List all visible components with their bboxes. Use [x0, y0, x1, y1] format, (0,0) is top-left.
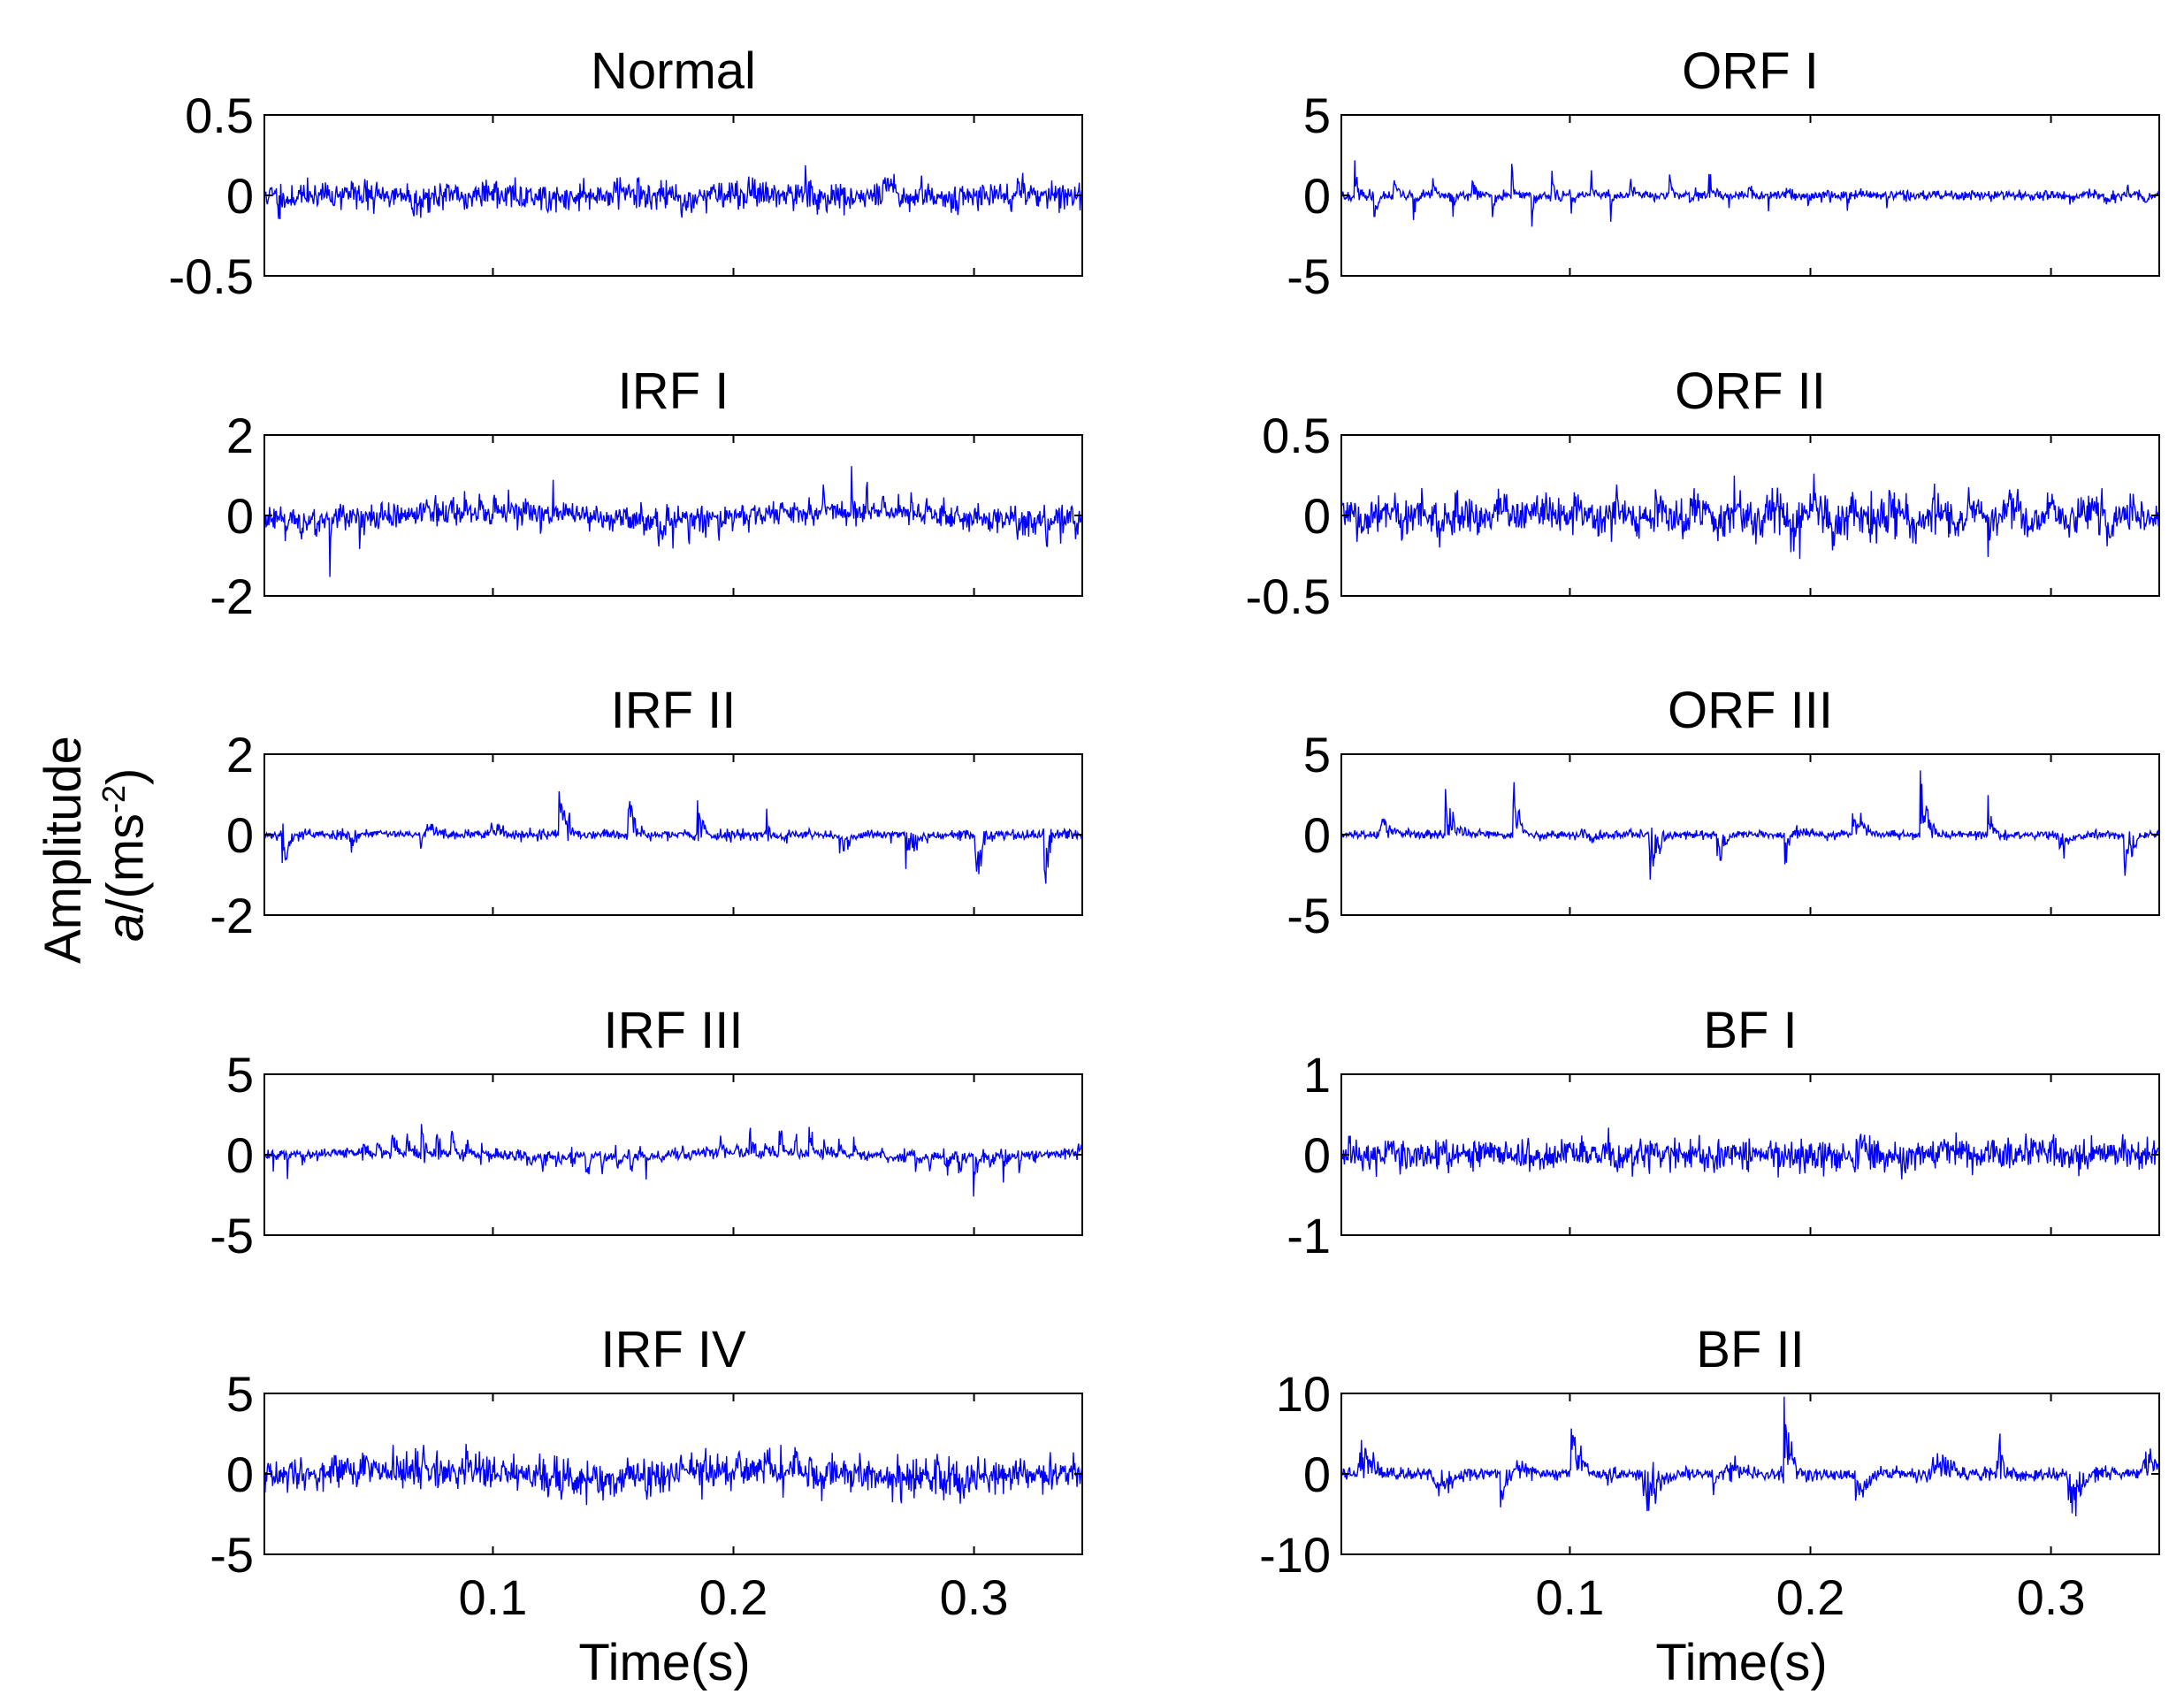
subplot-normal: Normal -0.5 0 0.5: [169, 42, 1083, 304]
y-tick-label: 2: [226, 408, 254, 463]
subplot-title: BF I: [1703, 1002, 1797, 1059]
series-line-irf-i: [264, 466, 1082, 577]
x-axis-label: Time(s): [578, 1634, 750, 1691]
series-line-orf-iii: [1341, 770, 2159, 880]
subplot-bf-ii: BF II -10 0 10 0.1 0.2 0.3 Time(s): [1259, 1321, 2160, 1691]
subplot-title: Normal: [591, 42, 756, 100]
y-tick-label: 5: [1303, 727, 1331, 782]
y-tick-label: 0: [226, 1446, 254, 1502]
x-tick-label: 0.2: [699, 1569, 768, 1625]
x-tick-label: 0.3: [940, 1569, 1009, 1625]
y-tick-label: 5: [1303, 88, 1331, 143]
series-line-bf-ii: [1341, 1396, 2159, 1517]
x-axis-label: Time(s): [1655, 1634, 1827, 1691]
y-tick-label: 0: [1303, 488, 1331, 544]
x-tick-label: 0.2: [1776, 1569, 1845, 1625]
subplot-irf-iv: IRF IV -5 0 5 0.1 0.2 0.3 Time(s): [210, 1321, 1083, 1691]
series-line-irf-ii: [264, 790, 1082, 884]
subplot-irf-ii: IRF II -2 0 2: [210, 682, 1083, 943]
series-line-orf-i: [1341, 160, 2159, 227]
y-tick-label: 0.5: [1262, 408, 1331, 463]
y-tick-label: 10: [1276, 1366, 1331, 1422]
y-tick-label: 0: [1303, 168, 1331, 224]
series-line-irf-iv: [264, 1444, 1082, 1506]
y-tick-label: -1: [1287, 1208, 1331, 1263]
y-tick-label: 1: [1303, 1047, 1331, 1103]
subplot-title: ORF III: [1668, 682, 1833, 739]
series-line-normal: [264, 164, 1082, 219]
y-tick-label: 0.5: [185, 88, 254, 143]
subplot-title: IRF II: [611, 682, 737, 739]
series-line-bf-i: [1341, 1127, 2159, 1179]
subplot-title: ORF II: [1675, 363, 1826, 420]
subplot-title: IRF III: [604, 1002, 744, 1059]
series-line-irf-iii: [264, 1124, 1082, 1197]
axes-frame: [263, 434, 1083, 597]
x-tick-label: 0.1: [459, 1569, 528, 1625]
y-tick-label: 0: [1303, 807, 1331, 863]
y-tick-label: -5: [210, 1208, 254, 1263]
x-tick-label: 0.3: [2017, 1569, 2086, 1625]
subplot-title: BF II: [1696, 1321, 1804, 1378]
subplot-orf-iii: ORF III -5 0 5: [1287, 682, 2160, 943]
y-tick-label: -5: [1287, 248, 1331, 304]
subplot-title: IRF I: [618, 363, 729, 420]
series-line-orf-ii: [1341, 473, 2159, 560]
y-tick-label: 0: [226, 168, 254, 224]
y-tick-label: -0.5: [1246, 569, 1332, 624]
y-tick-label: -5: [1287, 888, 1331, 943]
subplot-title: IRF IV: [600, 1321, 746, 1378]
y-tick-label: 0: [226, 1127, 254, 1183]
y-tick-label: -0.5: [169, 248, 255, 304]
y-tick-label: 5: [226, 1366, 254, 1422]
y-tick-label: 0: [1303, 1127, 1331, 1183]
y-tick-label: 0: [226, 807, 254, 863]
subplot-irf-iii: IRF III -5 0 5: [210, 1002, 1083, 1263]
y-tick-label: -2: [210, 569, 254, 624]
subplot-bf-i: BF I -1 0 1: [1287, 1002, 2160, 1263]
y-tick-label: 0: [226, 488, 254, 544]
y-tick-label: -10: [1259, 1527, 1331, 1583]
x-tick-label: 0.1: [1536, 1569, 1605, 1625]
y-tick-label: 2: [226, 727, 254, 782]
y-tick-label: -2: [210, 888, 254, 943]
subplot-title: ORF I: [1682, 42, 1819, 100]
subplot-irf-i: IRF I -2 0 2: [210, 363, 1083, 624]
y-tick-label: -5: [210, 1527, 254, 1583]
subplot-orf-i: ORF I -5 0 5: [1287, 42, 2160, 304]
y-tick-label: 5: [226, 1047, 254, 1103]
subplot-orf-ii: ORF II -0.5 0 0.5: [1246, 363, 2160, 624]
y-tick-label: 0: [1303, 1446, 1331, 1502]
